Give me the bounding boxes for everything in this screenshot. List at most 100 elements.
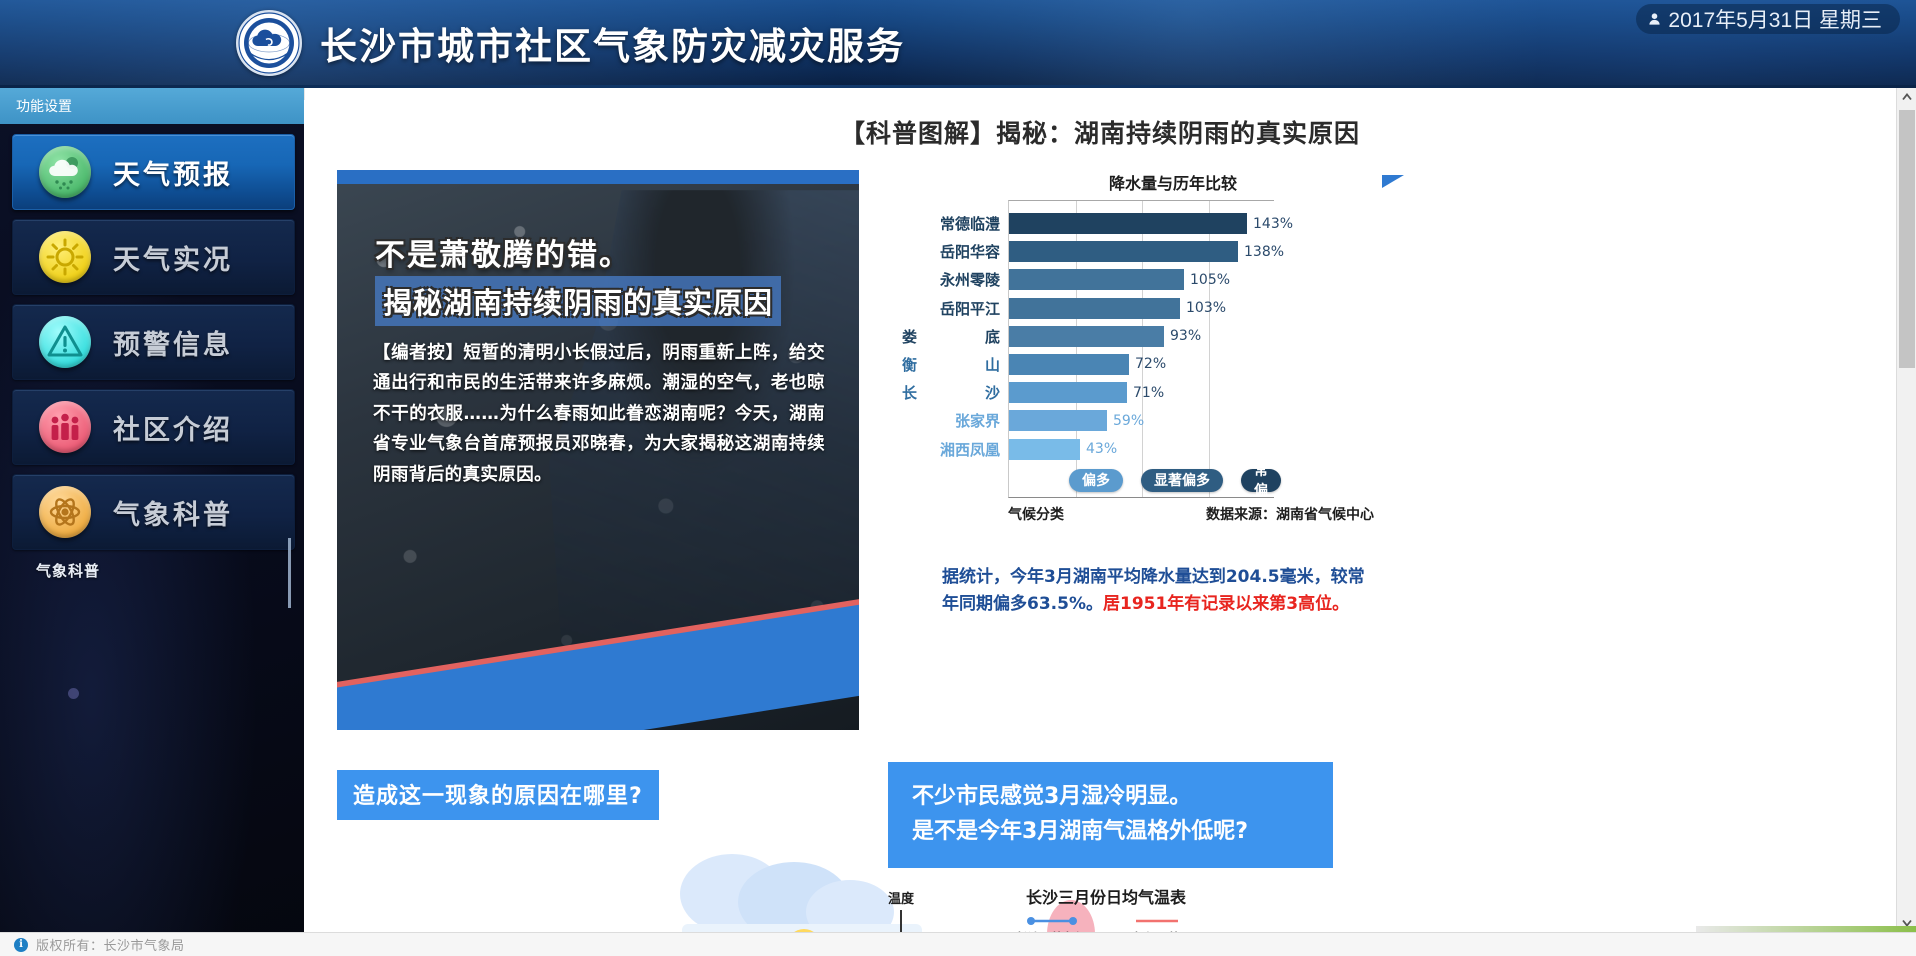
sidebar-item-warning-info[interactable]: 预警信息	[12, 304, 295, 380]
copyright-text: 版权所有：长沙市气象局	[36, 939, 185, 954]
app-title: 长沙市城市社区气象防灾减灾服务	[320, 25, 905, 68]
chart-gridline	[1208, 201, 1210, 497]
footer-accent-bar	[1696, 926, 1916, 932]
sidebar-item-label: 预警信息	[113, 329, 233, 361]
app-header: 长沙市城市社区气象防灾减灾服务 2017年5月31日 星期三	[0, 0, 1916, 88]
poster-subheadline: 揭秘湖南持续阴雨的真实原因	[375, 276, 782, 326]
info-icon: i	[14, 937, 28, 952]
chart-bar	[1009, 410, 1107, 432]
chart-category-label: 常德临澧	[939, 215, 1000, 233]
chart-legend: 偏多 显著偏多 异常偏多	[1009, 443, 1281, 519]
chart-title: 降水量与历年比较	[1108, 174, 1237, 193]
changsha-march-temperature-chart: 温度 长沙三月份日均气温表 长沙日均气温 气候平均	[888, 888, 1388, 936]
chart-category-label: 张家界	[954, 412, 1000, 431]
chart-bar	[1009, 241, 1238, 263]
content-top-strip	[304, 88, 1916, 100]
sidebar-item-label: 气象科普	[113, 499, 233, 531]
sidebar-current-section: 气象科普	[36, 563, 101, 580]
sidebar-item-live-weather[interactable]: 天气实况	[12, 219, 295, 295]
chart-gridline	[1075, 201, 1077, 497]
brand-block: 长沙市城市社区气象防灾减灾服务	[236, 10, 905, 76]
chart-value-label: 103%	[1186, 300, 1227, 317]
chart-category-label: 衡山	[902, 355, 1000, 374]
chart-category-label: 岳阳平江	[939, 299, 1000, 318]
sidebar-scroll-indicator[interactable]	[288, 538, 291, 608]
user-icon	[1649, 13, 1661, 25]
precipitation-comparison-chart: 降水量与历年比较 常德临澧 143% 岳阳华容 138% 永州零陵 105% 岳阳平江 103…	[902, 170, 1404, 619]
main-content: 【科普图解】揭秘：湖南持续阴雨的真实原因 不是萧敬腾的错。 揭秘湖南持续阴雨的真…	[304, 100, 1896, 936]
chart-value-label: 59%	[1113, 412, 1145, 429]
chart-bar-row: 岳阳华容 138%	[940, 237, 1284, 265]
temperature-chart-y-axis	[900, 910, 902, 936]
chart-bar-row: 张家界 59%	[955, 406, 1274, 434]
chevron-down-icon	[1902, 919, 1912, 927]
chart-category-label: 岳阳华容	[939, 243, 1000, 262]
chart-category-label: 湘西凤凰	[939, 440, 1000, 459]
chart-bar	[1009, 353, 1129, 375]
chevron-up-icon	[1902, 93, 1912, 101]
chart-bar-row: 衡山 72%	[902, 350, 1274, 378]
chart-corner-flag-icon	[1382, 175, 1404, 188]
sidebar-item-label: 天气实况	[113, 244, 233, 276]
chart-legend-item[interactable]: 异常偏多	[1241, 443, 1281, 519]
sidebar-item-meteorology-science[interactable]: 气象科普	[12, 474, 295, 550]
chart-xlabel: 气候分类	[1008, 506, 1064, 523]
main-scrollbar[interactable]	[1896, 88, 1916, 932]
chart-category-label: 娄底	[902, 327, 1000, 346]
chart-value-label: 71%	[1133, 384, 1165, 401]
sidebar-item-community-intro[interactable]: 社区介绍	[12, 389, 295, 465]
chart-source: 数据来源：湖南省气候中心	[1206, 506, 1374, 523]
china-meteorological-administration-logo	[236, 10, 302, 76]
sidebar-item-weather-forecast[interactable]: 天气预报	[12, 134, 295, 210]
sidebar-decorative-dot	[68, 688, 79, 699]
article-hero-poster: 不是萧敬腾的错。 揭秘湖南持续阴雨的真实原因 【编者按】短暂的清明小长假过后，阴…	[337, 170, 859, 730]
question-box-left: 造成这一现象的原因在哪里?	[337, 770, 659, 820]
question-box-right: 不少市民感觉3月湿冷明显。 是不是今年3月湖南气温格外低呢?	[888, 762, 1333, 868]
sidebar-item-label: 天气预报	[113, 159, 233, 191]
people-group-icon	[39, 401, 91, 453]
chart-bar	[1009, 325, 1164, 347]
status-bar: i 版权所有：长沙市气象局	[0, 926, 1916, 956]
blue-line-swatch-icon	[1027, 917, 1077, 925]
chart-bar	[1009, 438, 1080, 460]
chart-bar-row: 娄底 93%	[902, 322, 1274, 350]
chart-bar-row: 永州零陵 105%	[940, 265, 1274, 293]
question-right-line-1: 不少市民感觉3月湿冷明显。	[912, 784, 1192, 809]
page-title: 【科普图解】揭秘：湖南持续阴雨的真实原因	[839, 119, 1360, 148]
poster-body-text: 【编者按】短暂的清明小长假过后，阴雨重新上阵，给交通出行和市民的生活带来许多麻烦…	[373, 343, 825, 485]
red-line-swatch-icon	[1136, 919, 1178, 923]
warning-triangle-icon	[39, 316, 91, 368]
sidebar-panel-title: 功能设置	[0, 88, 304, 124]
chart-bar-row: 湘西凤凰 43%	[940, 435, 1274, 463]
chart-bar	[1009, 269, 1184, 291]
chart-legend-item[interactable]: 显著偏多	[1141, 468, 1223, 492]
atom-icon	[39, 486, 91, 538]
cloud-rain-icon	[39, 146, 91, 198]
sidebar: 功能设置 天气预报	[0, 88, 304, 956]
chart-value-label: 105%	[1190, 271, 1231, 288]
chart-category-label: 长沙	[902, 384, 1000, 403]
chart-bar-row: 长沙 71%	[902, 378, 1274, 406]
sidebar-nav: 天气预报 天气实况	[0, 124, 304, 550]
sun-icon	[39, 231, 91, 283]
temperature-chart-title: 长沙三月份日均气温表	[1026, 888, 1187, 907]
chart-value-label: 72%	[1135, 356, 1167, 373]
chart-category-label: 永州零陵	[939, 271, 1000, 290]
scrollbar-up-button[interactable]	[1897, 88, 1916, 106]
chart-legend-item[interactable]: 偏多	[1069, 468, 1123, 492]
chart-value-label: 143%	[1253, 215, 1294, 232]
summary-highlight: 居1951年有记录以来第3高位。	[1102, 594, 1350, 615]
chart-bar-row: 岳阳平江 103%	[940, 294, 1274, 322]
summary-text: 据统计，今年3月湖南平均降水量达到204.5毫米，较常年同期偏多63.5%。	[942, 566, 1365, 615]
header-divider	[0, 85, 1916, 88]
chart-value-label: 93%	[1170, 328, 1202, 345]
poster-headline: 不是萧敬腾的错。	[375, 238, 631, 273]
chart-bar-row: 常德临澧 143%	[940, 209, 1293, 237]
scrollbar-thumb[interactable]	[1899, 110, 1915, 368]
poster-top-bar	[337, 170, 859, 184]
question-right-line-2: 是不是今年3月湖南气温格外低呢?	[912, 818, 1249, 844]
statistics-summary: 据统计，今年3月湖南平均降水量达到204.5毫米，较常年同期偏多63.5%。居1…	[942, 564, 1372, 619]
date-text: 2017年5月31日 星期三	[1668, 9, 1882, 32]
chart-gridline	[1142, 201, 1143, 497]
